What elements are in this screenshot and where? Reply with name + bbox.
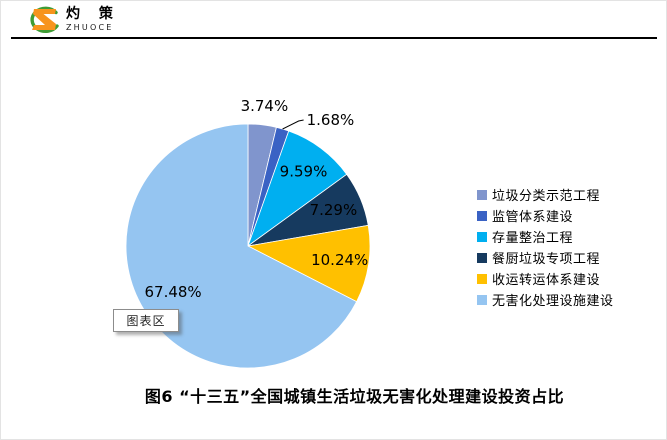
legend-swatch-icon [477,231,487,242]
legend-item-4[interactable]: 收运转运体系建设 [477,268,614,289]
legend-swatch-icon [477,252,487,263]
pie-data-label-1: 1.68% [307,111,355,129]
legend-item-1[interactable]: 监管体系建设 [477,205,614,226]
logo: 灼 策 ZHUOCE [25,5,120,35]
legend-label: 收运转运体系建设 [492,273,601,288]
legend-item-0[interactable]: 垃圾分类示范工程 [477,184,614,205]
brand-name-cn: 灼 策 [66,6,120,22]
legend-label: 垃圾分类示范工程 [492,189,601,204]
label-leader-line [282,119,304,130]
tooltip-text: 图表区 [126,314,166,328]
brand-name-en: ZHUOCE [66,23,114,32]
chart-caption: 图6 “十三五”全国城镇生活垃圾无害化处理建设投资占比 [144,387,565,406]
pie-chart[interactable]: 3.74% 1.68% 9.59% 7.29% 10.24% 67.48% [1,61,667,383]
legend-swatch-icon [477,294,487,305]
legend-item-3[interactable]: 餐厨垃圾专项工程 [477,247,614,268]
chart-area-tooltip: 图表区 [113,309,179,332]
pie-data-label-2: 9.59% [280,163,328,181]
legend-label: 无害化处理设施建设 [492,294,614,309]
legend-label: 监管体系建设 [492,210,574,225]
logo-text: 灼 策 ZHUOCE [66,7,120,32]
legend-swatch-icon [477,273,487,284]
legend-item-5[interactable]: 无害化处理设施建设 [477,289,614,310]
legend-swatch-icon [477,189,487,200]
legend-swatch-icon [477,210,487,221]
pie-data-label-3: 7.29% [310,201,358,219]
pie-data-label-0: 3.74% [241,97,289,115]
chart-legend: 垃圾分类示范工程 监管体系建设 存量整治工程餐厨垃圾专项工程 收运转运体系建设 无害化处… [477,184,614,310]
legend-item-2[interactable]: 存量整治工程 [477,226,614,247]
legend-label: 餐厨垃圾专项工程 [492,252,601,267]
header-divider [11,37,657,39]
legend-label: 存量整治工程 [492,231,574,246]
pie-data-label-5: 67.48% [144,283,201,301]
zhuoce-logo-icon [30,6,59,33]
pie-data-label-4: 10.24% [311,251,368,269]
pie-slice-4[interactable] [246,224,371,303]
